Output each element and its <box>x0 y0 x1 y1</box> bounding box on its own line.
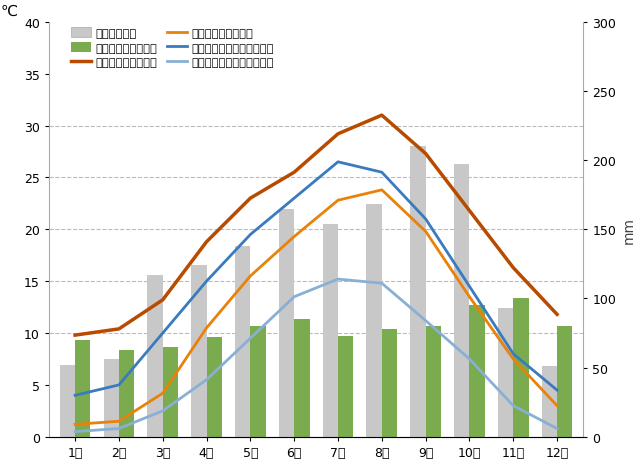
Bar <box>250 326 266 437</box>
Bar <box>426 326 441 437</box>
Bar <box>294 319 310 437</box>
Bar <box>541 366 557 437</box>
Bar <box>470 306 484 437</box>
Bar <box>279 209 294 437</box>
Bar <box>513 299 529 437</box>
Bar <box>163 347 178 437</box>
Bar <box>119 350 134 437</box>
Bar <box>410 147 426 437</box>
Bar <box>454 165 470 437</box>
Legend: 東京の降水量, ジュネーブの降水量, 東京の平均最高気温, 東京の平均最低気温, ジュネーブの平均最高気温, ジュネーブの平均最低気温: 東京の降水量, ジュネーブの降水量, 東京の平均最高気温, 東京の平均最低気温,… <box>70 28 274 68</box>
Bar <box>338 336 353 437</box>
Bar <box>323 224 338 437</box>
Bar <box>104 360 119 437</box>
Bar <box>75 340 90 437</box>
Bar <box>147 275 163 437</box>
Bar <box>191 266 207 437</box>
Y-axis label: mm: mm <box>622 216 636 243</box>
Bar <box>367 205 382 437</box>
Bar <box>498 308 513 437</box>
Text: ℃: ℃ <box>1 4 18 19</box>
Bar <box>207 338 222 437</box>
Bar <box>60 365 75 437</box>
Bar <box>235 246 250 437</box>
Bar <box>382 329 397 437</box>
Bar <box>557 326 572 437</box>
